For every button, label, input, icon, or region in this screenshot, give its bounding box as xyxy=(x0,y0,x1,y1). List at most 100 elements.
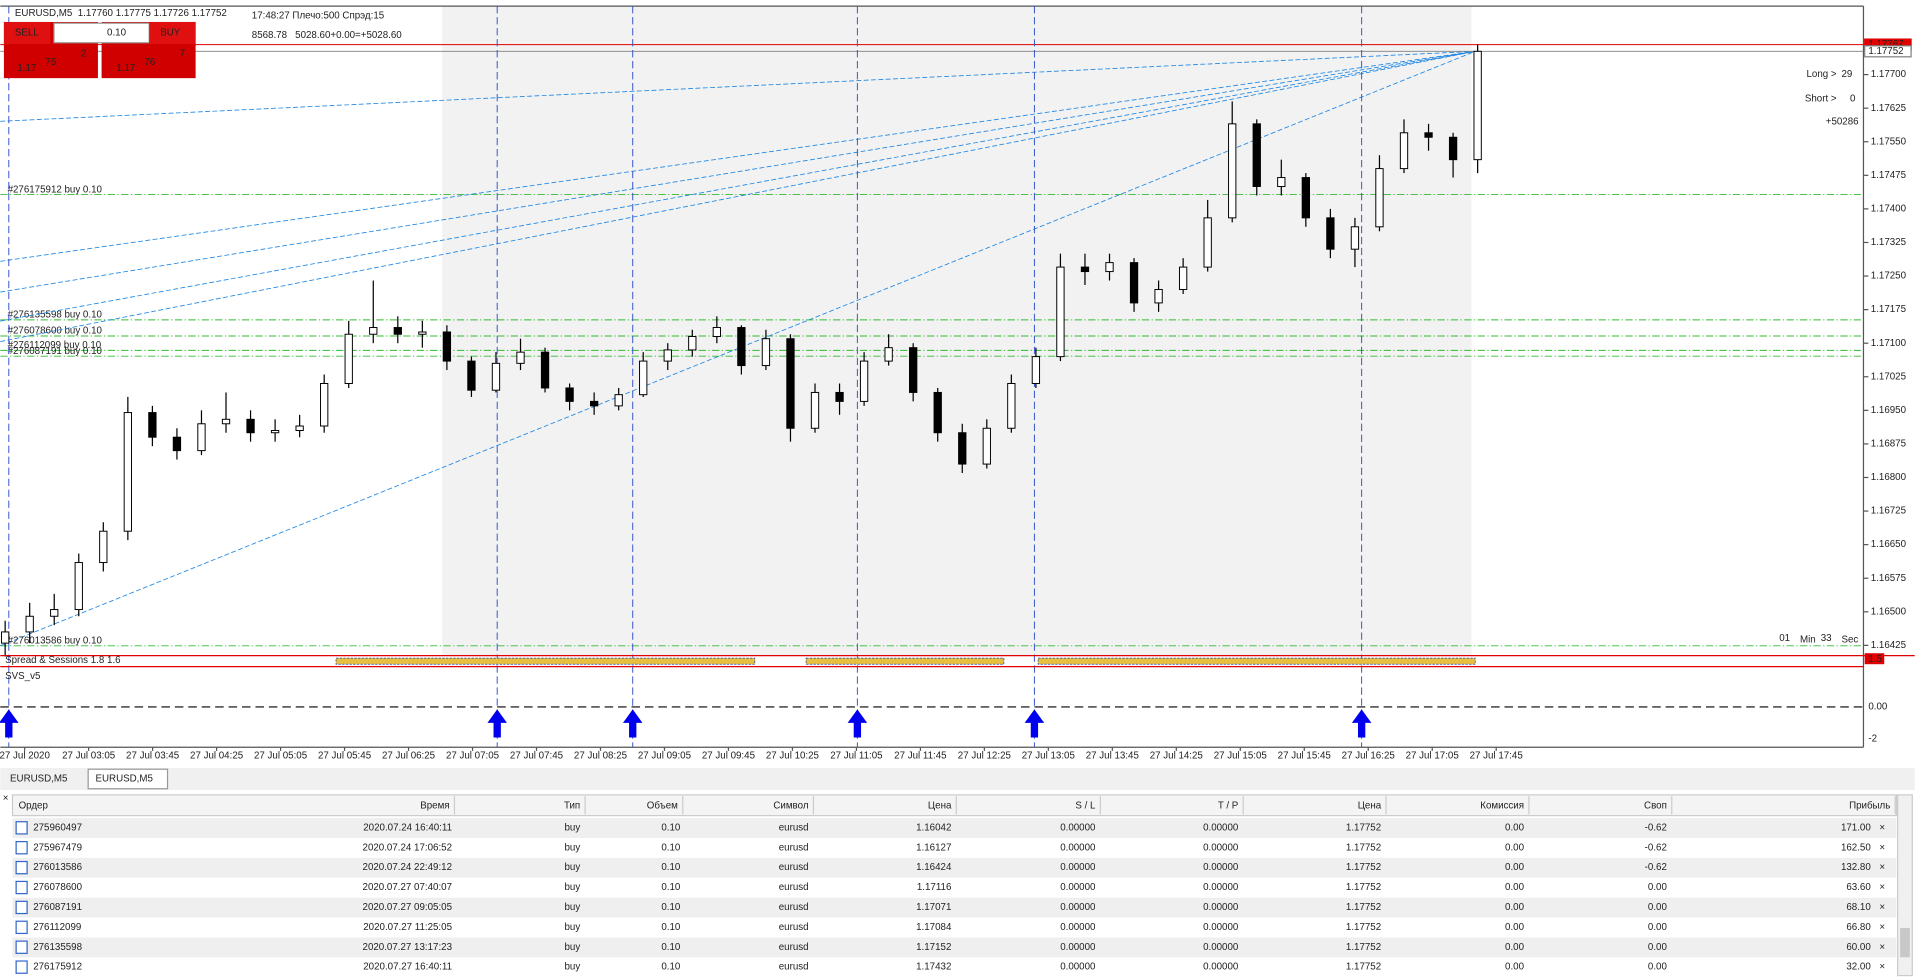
table-row[interactable] xyxy=(12,877,1897,898)
table-header[interactable]: Объем xyxy=(647,800,678,811)
close-order[interactable]: × xyxy=(1879,842,1885,853)
table-header[interactable]: Время xyxy=(420,800,449,811)
table-cell: 0.00 xyxy=(1505,842,1525,853)
candle-body xyxy=(270,430,280,434)
x-tick-label: 27 Jul 11:45 xyxy=(894,750,947,761)
candle-body xyxy=(1448,136,1458,161)
table-cell: eurusd xyxy=(779,902,809,913)
table-cell: 0.10 xyxy=(661,882,681,893)
candle-body xyxy=(565,387,574,402)
candle-body xyxy=(1473,50,1482,161)
order-icon xyxy=(15,920,28,935)
x-tick-label: 27 Jul 16:25 xyxy=(1342,750,1396,761)
tab[interactable]: EURUSD,M5 xyxy=(10,774,68,785)
lot-value: 0.10 xyxy=(107,28,127,39)
order-icon xyxy=(15,940,28,954)
y-tick-label: 1.17475 xyxy=(1871,170,1907,181)
y-tick-label: 1.17550 xyxy=(1871,136,1907,147)
price-prefix: 1.17 xyxy=(116,63,135,74)
close-order[interactable]: × xyxy=(1879,922,1885,933)
table-cell: 0.00 xyxy=(1505,822,1525,833)
close-order[interactable]: × xyxy=(1879,822,1885,833)
price-tag-label: 1.17767 xyxy=(1868,39,1903,50)
candle-body xyxy=(712,327,721,337)
signal-arrow xyxy=(1024,709,1045,738)
candle-body xyxy=(1301,177,1310,219)
candle-body xyxy=(148,412,157,438)
y-tick-label: 1.17175 xyxy=(1871,304,1907,315)
table-cell: 68.10 xyxy=(1846,902,1871,913)
table-cell: 0.10 xyxy=(661,862,681,873)
svs-tick: 0.00 xyxy=(1868,702,1888,713)
table-header[interactable]: Тип xyxy=(564,800,580,811)
candle-body xyxy=(1399,132,1409,170)
table-row[interactable] xyxy=(12,857,1897,878)
table-header[interactable]: Своп xyxy=(1644,800,1667,811)
table-cell: 0.00000 xyxy=(1203,902,1239,913)
y-tick-label: 1.16875 xyxy=(1871,438,1907,449)
scroll-thumb[interactable] xyxy=(1900,927,1910,958)
price-big: 75 xyxy=(45,57,56,68)
table-header[interactable]: T / P xyxy=(1218,800,1238,811)
table-header[interactable]: Цена xyxy=(1358,800,1382,811)
table-cell: 0.00000 xyxy=(1060,962,1096,973)
close-order[interactable]: × xyxy=(1879,942,1885,953)
table-row[interactable] xyxy=(12,917,1897,938)
table-cell: buy xyxy=(564,942,580,953)
table-cell: 1.16127 xyxy=(916,842,951,853)
short-label: Short > xyxy=(1805,93,1837,104)
table-cell: 2020.07.24 22:49:12 xyxy=(363,862,452,873)
table-header[interactable]: Комиссия xyxy=(1480,800,1524,811)
table-row[interactable] xyxy=(12,818,1897,838)
table-cell: 2020.07.24 16:40:11 xyxy=(363,822,452,833)
table-row[interactable] xyxy=(12,937,1897,958)
table-header[interactable]: Ордер xyxy=(19,800,49,811)
timer-min: 01 xyxy=(1779,633,1790,644)
table-cell: 2020.07.27 11:25:05 xyxy=(363,922,452,933)
table-header[interactable]: S / L xyxy=(1075,800,1096,811)
tab[interactable]: EURUSD,M5 xyxy=(95,774,153,785)
long-value: 29 xyxy=(1841,69,1852,80)
x-tick-label: 27 Jul 2020 xyxy=(0,750,50,761)
order-label: #276013586 buy 0.10 xyxy=(8,636,103,647)
sell-label: SELL xyxy=(15,28,39,39)
close-order[interactable]: × xyxy=(1879,902,1885,913)
table-cell: 275960497 xyxy=(33,822,82,833)
y-tick-label: 1.17100 xyxy=(1871,338,1907,349)
tab-active[interactable] xyxy=(87,768,169,790)
timer-sec: 33 xyxy=(1821,633,1832,644)
candle-body xyxy=(1252,123,1261,188)
table-cell: 2020.07.27 07:40:07 xyxy=(363,882,452,893)
buy-button[interactable] xyxy=(149,21,196,44)
candle-body xyxy=(344,333,353,384)
candle-body xyxy=(74,562,83,611)
table-cell: 0.00000 xyxy=(1203,862,1239,873)
table-cell: 1.17084 xyxy=(916,922,952,933)
candle-body xyxy=(1105,262,1114,273)
close-order[interactable]: × xyxy=(1879,862,1885,873)
close-order[interactable]: × xyxy=(1879,962,1885,973)
timer-sec-label: Sec xyxy=(1841,634,1858,645)
session-bar xyxy=(1037,657,1476,665)
table-row[interactable] xyxy=(12,897,1897,918)
table-header[interactable]: Цена xyxy=(928,800,952,811)
table-cell: 0.00000 xyxy=(1203,922,1239,933)
table-row[interactable] xyxy=(12,957,1897,978)
y-tick-label: 1.16650 xyxy=(1871,539,1907,550)
sell-button[interactable] xyxy=(3,21,51,44)
table-header[interactable]: Прибыль xyxy=(1849,800,1890,811)
table-cell: -0.62 xyxy=(1645,862,1667,873)
lot-input[interactable] xyxy=(53,22,150,44)
buy-label: BUY xyxy=(160,28,181,39)
table-header[interactable]: Символ xyxy=(773,800,808,811)
table-cell: 0.00 xyxy=(1505,962,1525,973)
table-cell: 0.00000 xyxy=(1060,882,1096,893)
table-cell: 0.00000 xyxy=(1203,842,1239,853)
table-row[interactable] xyxy=(12,837,1897,858)
candle-body xyxy=(418,331,427,335)
candle-body xyxy=(1007,382,1016,429)
y-tick-label: 1.17400 xyxy=(1871,203,1907,214)
close-order[interactable]: × xyxy=(1879,882,1885,893)
candle-body xyxy=(50,609,59,617)
